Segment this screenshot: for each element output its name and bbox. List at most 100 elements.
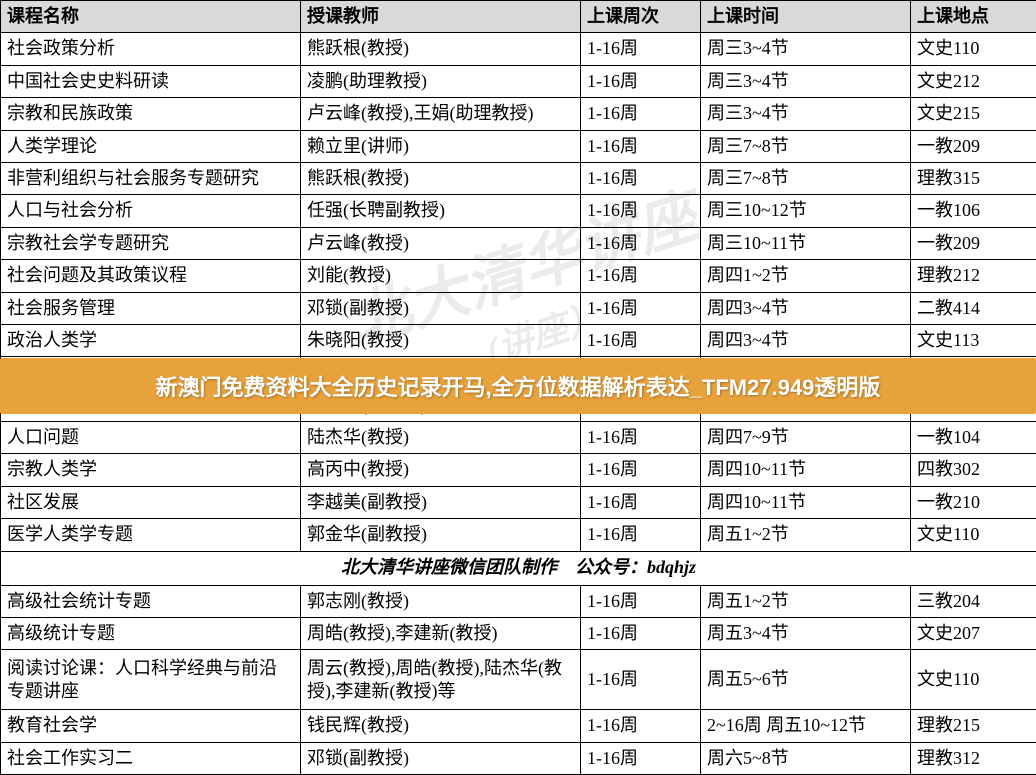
- cell-course: 教育社会学: [1, 710, 301, 742]
- cell-time: 周五1~2节: [701, 519, 911, 551]
- table-row: 人类学理论赖立里(讲师)1-16周周三7~8节一教209: [1, 130, 1036, 162]
- table-header-row: 课程名称 授课教师 上课周次 上课时间 上课地点: [1, 1, 1036, 33]
- table-row: 社会问题及其政策议程刘能(教授)1-16周周四1~2节理教212: [1, 260, 1036, 292]
- cell-teacher: 高丙中(教授): [301, 454, 581, 486]
- cell-weeks: 1-16周: [581, 454, 701, 486]
- cell-teacher: 周皓(教授),李建新(教授): [301, 618, 581, 650]
- cell-time: 周三10~12节: [701, 195, 911, 227]
- table-row: 非营利组织与社会服务专题研究熊跃根(教授)1-16周周三7~8节理教315: [1, 162, 1036, 194]
- cell-course: 人口与社会分析: [1, 195, 301, 227]
- cell-time: 周三7~8节: [701, 162, 911, 194]
- cell-place: 文史110: [911, 519, 1036, 551]
- cell-time: 周三3~4节: [701, 65, 911, 97]
- table-row: 宗教和民族政策卢云峰(教授),王娟(助理教授)1-16周周三3~4节文史215: [1, 98, 1036, 130]
- cell-place: 文史110: [911, 650, 1036, 710]
- table-row: 政治人类学朱晓阳(教授)1-16周周四3~4节文史113: [1, 324, 1036, 356]
- cell-teacher: 凌鹏(助理教授): [301, 65, 581, 97]
- cell-weeks: 1-16周: [581, 195, 701, 227]
- table-row: 高级统计专题周皓(教授),李建新(教授)1-16周周五3~4节文史207: [1, 618, 1036, 650]
- cell-place: 四教302: [911, 454, 1036, 486]
- table-row: 阅读讨论课：人口科学经典与前沿专题讲座周云(教授),周皓(教授),陆杰华(教授)…: [1, 650, 1036, 710]
- cell-course: 高级统计专题: [1, 618, 301, 650]
- table-row: 医学人类学专题郭金华(副教授)1-16周周五1~2节文史110: [1, 519, 1036, 551]
- cell-time: 周四1~2节: [701, 260, 911, 292]
- cell-teacher: 卢云峰(教授): [301, 227, 581, 259]
- cell-teacher: 邓锁(副教授): [301, 742, 581, 774]
- cell-place: 文史212: [911, 65, 1036, 97]
- cell-place: 一教209: [911, 130, 1036, 162]
- cell-time: 周四3~4节: [701, 292, 911, 324]
- cell-weeks: 1-16周: [581, 162, 701, 194]
- cell-weeks: 1-16周: [581, 486, 701, 518]
- table-row: 教育社会学钱民辉(教授)1-16周2~16周 周五10~12节理教215: [1, 710, 1036, 742]
- header-teacher: 授课教师: [301, 1, 581, 33]
- cell-teacher: 陆杰华(教授): [301, 422, 581, 454]
- cell-place: 一教106: [911, 195, 1036, 227]
- cell-place: 三教204: [911, 585, 1036, 617]
- table-row: 高级社会统计专题郭志刚(教授)1-16周周五1~2节三教204: [1, 585, 1036, 617]
- cell-teacher: 赖立里(讲师): [301, 130, 581, 162]
- cell-place: 理教315: [911, 162, 1036, 194]
- cell-time: 周四7~9节: [701, 422, 911, 454]
- cell-course: 社会政策分析: [1, 33, 301, 65]
- cell-time: 周四10~11节: [701, 486, 911, 518]
- cell-time: 周五1~2节: [701, 585, 911, 617]
- credit-row: 北大清华讲座微信团队制作 公众号：bdqhjz: [1, 551, 1036, 585]
- cell-teacher: 朱晓阳(教授): [301, 324, 581, 356]
- cell-course: 人类学理论: [1, 130, 301, 162]
- cell-course: 宗教社会学专题研究: [1, 227, 301, 259]
- cell-place: 文史215: [911, 98, 1036, 130]
- cell-weeks: 1-16周: [581, 618, 701, 650]
- cell-course: 政治人类学: [1, 324, 301, 356]
- cell-place: 理教215: [911, 710, 1036, 742]
- table-row: 社区发展李越美(副教授)1-16周周四10~11节一教210: [1, 486, 1036, 518]
- cell-place: 一教210: [911, 486, 1036, 518]
- cell-place: 一教209: [911, 227, 1036, 259]
- cell-weeks: 1-16周: [581, 519, 701, 551]
- header-time: 上课时间: [701, 1, 911, 33]
- cell-course: 非营利组织与社会服务专题研究: [1, 162, 301, 194]
- cell-place: 理教212: [911, 260, 1036, 292]
- cell-course: 社会问题及其政策议程: [1, 260, 301, 292]
- cell-course: 宗教和民族政策: [1, 98, 301, 130]
- cell-weeks: 1-16周: [581, 130, 701, 162]
- cell-teacher: 邓锁(副教授): [301, 292, 581, 324]
- cell-teacher: 李越美(副教授): [301, 486, 581, 518]
- cell-weeks: 1-16周: [581, 98, 701, 130]
- table-row: 中国社会史史料研读凌鹏(助理教授)1-16周周三3~4节文史212: [1, 65, 1036, 97]
- overlay-banner: 新澳门免费资料大全历史记录开马,全方位数据解析表达_TFM27.949透明版: [0, 358, 1036, 414]
- cell-course: 中国社会史史料研读: [1, 65, 301, 97]
- cell-place: 文史113: [911, 324, 1036, 356]
- cell-teacher: 周云(教授),周皓(教授),陆杰华(教授),李建新(教授)等: [301, 650, 581, 710]
- header-place: 上课地点: [911, 1, 1036, 33]
- cell-weeks: 1-16周: [581, 650, 701, 710]
- cell-place: 二教414: [911, 292, 1036, 324]
- table-row: 宗教社会学专题研究卢云峰(教授)1-16周周三10~11节一教209: [1, 227, 1036, 259]
- cell-time: 周三7~8节: [701, 130, 911, 162]
- cell-teacher: 任强(长聘副教授): [301, 195, 581, 227]
- cell-time: 2~16周 周五10~12节: [701, 710, 911, 742]
- cell-teacher: 郭志刚(教授): [301, 585, 581, 617]
- cell-course: 宗教人类学: [1, 454, 301, 486]
- cell-place: 理教312: [911, 742, 1036, 774]
- cell-course: 社会工作实习二: [1, 742, 301, 774]
- cell-teacher: 钱民辉(教授): [301, 710, 581, 742]
- cell-time: 周三3~4节: [701, 33, 911, 65]
- cell-course: 人口问题: [1, 422, 301, 454]
- table-row: 人口与社会分析任强(长聘副教授)1-16周周三10~12节一教106: [1, 195, 1036, 227]
- cell-weeks: 1-16周: [581, 710, 701, 742]
- cell-course: 阅读讨论课：人口科学经典与前沿专题讲座: [1, 650, 301, 710]
- cell-time: 周六5~8节: [701, 742, 911, 774]
- cell-weeks: 1-16周: [581, 260, 701, 292]
- table-row: 社会政策分析熊跃根(教授)1-16周周三3~4节文史110: [1, 33, 1036, 65]
- cell-time: 周五5~6节: [701, 650, 911, 710]
- cell-time: 周三3~4节: [701, 98, 911, 130]
- cell-weeks: 1-16周: [581, 65, 701, 97]
- cell-weeks: 1-16周: [581, 292, 701, 324]
- cell-teacher: 熊跃根(教授): [301, 162, 581, 194]
- cell-time: 周三10~11节: [701, 227, 911, 259]
- cell-course: 高级社会统计专题: [1, 585, 301, 617]
- cell-teacher: 郭金华(副教授): [301, 519, 581, 551]
- cell-teacher: 刘能(教授): [301, 260, 581, 292]
- header-course: 课程名称: [1, 1, 301, 33]
